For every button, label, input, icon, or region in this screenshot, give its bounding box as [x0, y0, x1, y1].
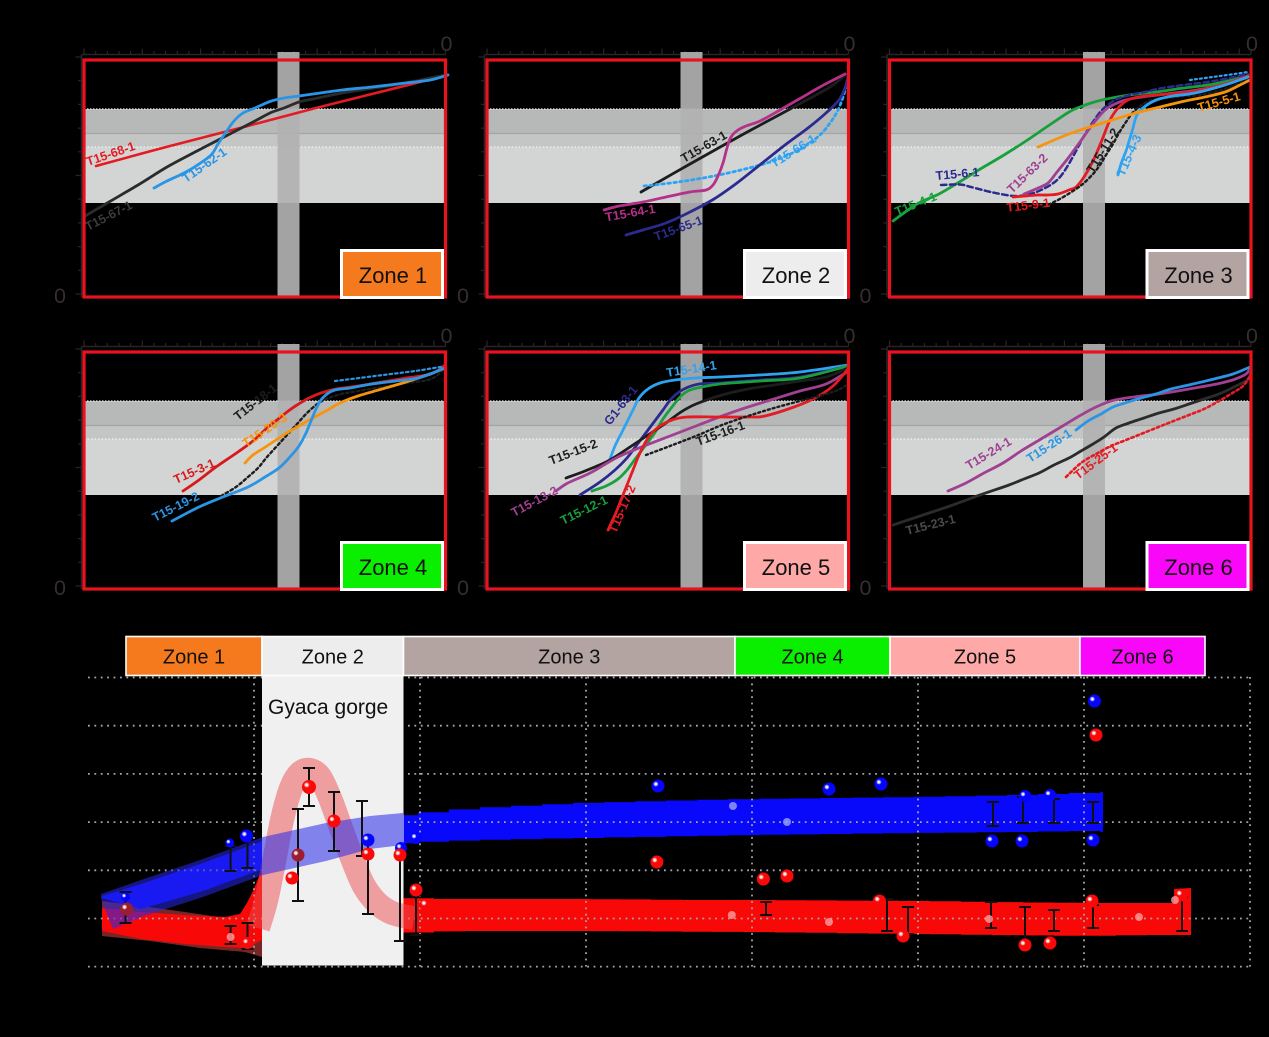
svg-text:0: 0 [54, 576, 66, 600]
svg-text:0: 0 [1246, 324, 1258, 348]
svg-text:T15-6-1: T15-6-1 [935, 165, 980, 183]
svg-text:Zone 3: Zone 3 [1164, 263, 1233, 288]
svg-text:Zone 6: Zone 6 [1164, 555, 1233, 580]
svg-text:Zone 3: Zone 3 [538, 647, 600, 669]
svg-text:Zone 4: Zone 4 [781, 647, 843, 669]
svg-text:Zone 5: Zone 5 [954, 647, 1016, 669]
svg-text:Zone 5: Zone 5 [762, 555, 831, 580]
svg-text:0: 0 [441, 324, 453, 348]
svg-text:0: 0 [457, 284, 469, 308]
svg-text:0: 0 [844, 324, 856, 348]
svg-text:0: 0 [1246, 32, 1258, 56]
svg-text:0: 0 [457, 576, 469, 600]
svg-text:Zone 2: Zone 2 [302, 647, 364, 669]
svg-text:Zone 4: Zone 4 [359, 555, 428, 580]
svg-text:Zone 6: Zone 6 [1111, 647, 1173, 669]
svg-text:Zone 2: Zone 2 [762, 263, 831, 288]
svg-text:0: 0 [54, 284, 66, 308]
svg-text:0: 0 [441, 32, 453, 56]
svg-text:0: 0 [860, 284, 872, 308]
svg-text:0: 0 [860, 576, 872, 600]
svg-text:Zone 1: Zone 1 [359, 263, 428, 288]
svg-text:T15-9-1: T15-9-1 [1006, 196, 1051, 215]
svg-text:0: 0 [844, 32, 856, 56]
svg-text:Zone 1: Zone 1 [163, 647, 225, 669]
svg-text:Gyaca gorge: Gyaca gorge [268, 696, 388, 719]
